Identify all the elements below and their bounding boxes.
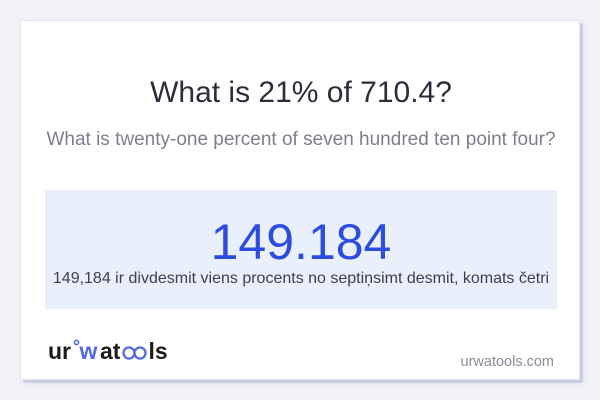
svg-text:ls: ls xyxy=(149,338,168,364)
svg-text:ur: ur xyxy=(48,338,71,364)
svg-text:at: at xyxy=(100,338,121,364)
svg-text:w: w xyxy=(79,338,98,364)
